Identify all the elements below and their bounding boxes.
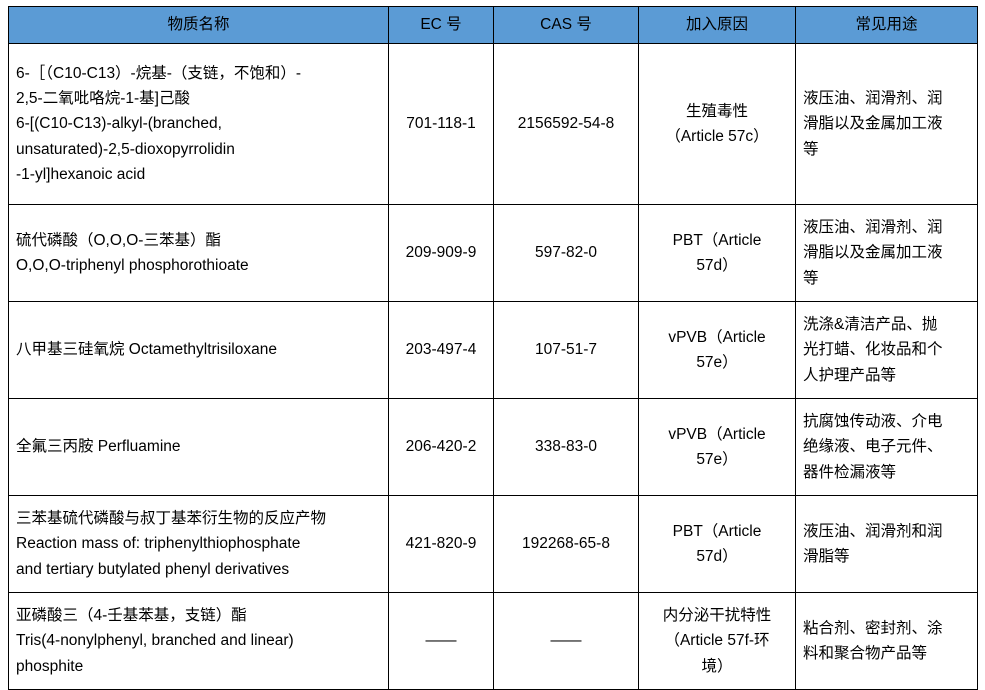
substance-name-line: 6-［（C10-C13）-烷基-（支链，不饱和）-	[16, 65, 302, 83]
use-line: 洗涤&清洁产品、抛	[803, 316, 938, 334]
cell-cas-number: 2156592-54-8	[493, 43, 639, 205]
cell-reason: 内分泌干扰特性 （Article 57f-环 境）	[638, 592, 796, 690]
table-body: 6-［（C10-C13）-烷基-（支链，不饱和）- 2,5-二氧吡咯烷-1-基]…	[8, 43, 978, 690]
substance-name-line: 6-[(C10-C13)-alkyl-(branched,	[16, 115, 222, 133]
cell-substance-name: 八甲基三硅氧烷 Octamethyltrisiloxane	[8, 301, 389, 399]
use-line: 光打蜡、化妆品和个	[803, 341, 943, 359]
use-line: 料和聚合物产品等	[803, 645, 928, 662]
use-line: 等	[803, 140, 819, 158]
column-header-substance-name: 物质名称	[8, 6, 389, 44]
cell-common-uses: 抗腐蚀传动液、介电 绝缘液、电子元件、 器件检漏液等	[795, 398, 978, 496]
substance-name-line: unsaturated)-2,5-dioxopyrrolidin	[16, 140, 235, 158]
cell-common-uses: 液压油、润滑剂和润 滑脂等	[795, 495, 978, 593]
reason-line: 57d）	[696, 548, 738, 565]
cell-substance-name: 亚磷酸三（4-壬基苯基，支链）酯 Tris(4-nonylphenyl, bra…	[8, 592, 389, 690]
table-row: 硫代磷酸（O,O,O-三苯基）酯 O,O,O-triphenyl phospho…	[8, 204, 978, 302]
cell-cas-number: 597-82-0	[493, 204, 639, 302]
cell-substance-name: 硫代磷酸（O,O,O-三苯基）酯 O,O,O-triphenyl phospho…	[8, 204, 389, 302]
cell-reason: 生殖毒性 （Article 57c）	[638, 43, 796, 205]
cell-common-uses: 粘合剂、密封剂、涂 料和聚合物产品等	[795, 592, 978, 690]
cell-common-uses: 洗涤&清洁产品、抛 光打蜡、化妆品和个 人护理产品等	[795, 301, 978, 399]
cell-reason: vPVB（Article 57e）	[638, 398, 796, 496]
cell-reason: PBT（Article 57d）	[638, 495, 796, 593]
cell-ec-number: 701-118-1	[388, 43, 494, 205]
reason-line: PBT（Article	[672, 231, 762, 249]
reason-line: （Article 57f-环	[664, 632, 770, 650]
svhc-substance-table: 物质名称 EC 号 CAS 号 加入原因 常见用途 6-［（C10-C13）-烷…	[8, 6, 978, 690]
cell-common-uses: 液压油、润滑剂、润 滑脂以及金属加工液 等	[795, 43, 978, 205]
empty-value-dash: ——	[425, 632, 457, 650]
table-row: 三苯基硫代磷酸与叔丁基苯衍生物的反应产物 Reaction mass of: t…	[8, 495, 978, 593]
use-line: 绝缘液、电子元件、	[803, 438, 943, 456]
column-header-ec-number: EC 号	[388, 6, 494, 44]
substance-name-line: and tertiary butylated phenyl derivative…	[16, 560, 290, 578]
page-root: 物质名称 EC 号 CAS 号 加入原因 常见用途 6-［（C10-C13）-烷…	[8, 6, 978, 690]
substance-name-line: phosphite	[16, 657, 84, 675]
column-header-cas-number: CAS 号	[493, 6, 639, 44]
use-line: 滑脂以及金属加工液	[803, 115, 943, 133]
empty-value-dash: ——	[550, 632, 582, 650]
cell-substance-name: 三苯基硫代磷酸与叔丁基苯衍生物的反应产物 Reaction mass of: t…	[8, 495, 389, 593]
substance-name-line: 硫代磷酸（O,O,O-三苯基）酯	[16, 231, 221, 249]
cell-reason: PBT（Article 57d）	[638, 204, 796, 302]
use-line: 滑脂等	[803, 548, 850, 565]
column-header-reason: 加入原因	[638, 6, 796, 44]
use-line: 液压油、润滑剂和润	[803, 522, 943, 540]
cell-cas-number: 338-83-0	[493, 398, 639, 496]
cell-ec-number: 421-820-9	[388, 495, 494, 593]
cell-ec-number: 206-420-2	[388, 398, 494, 496]
cell-cas-number: ——	[493, 592, 639, 690]
use-line: 液压油、润滑剂、润	[803, 90, 943, 108]
table-row: 亚磷酸三（4-壬基苯基，支链）酯 Tris(4-nonylphenyl, bra…	[8, 592, 978, 690]
cell-ec-number: ——	[388, 592, 494, 690]
substance-name-line: -1-yl]hexanoic acid	[16, 165, 146, 183]
substance-name-line: 亚磷酸三（4-壬基苯基，支链）酯	[16, 607, 247, 625]
substance-name-line: Tris(4-nonylphenyl, branched and linear)	[16, 632, 294, 650]
reason-line: 57e）	[696, 451, 738, 468]
substance-name-line: 三苯基硫代磷酸与叔丁基苯衍生物的反应产物	[16, 510, 327, 528]
reason-line: vPVB（Article	[668, 425, 766, 443]
cell-common-uses: 液压油、润滑剂、润 滑脂以及金属加工液 等	[795, 204, 978, 302]
cell-substance-name: 6-［（C10-C13）-烷基-（支链，不饱和）- 2,5-二氧吡咯烷-1-基]…	[8, 43, 389, 205]
cell-substance-name: 全氟三丙胺 Perfluamine	[8, 398, 389, 496]
table-row: 全氟三丙胺 Perfluamine 206-420-2 338-83-0 vPV…	[8, 398, 978, 496]
substance-name-line: 全氟三丙胺 Perfluamine	[16, 438, 181, 456]
use-line: 滑脂以及金属加工液	[803, 244, 943, 262]
reason-line: 境）	[701, 657, 733, 675]
reason-line: 内分泌干扰特性	[662, 607, 772, 625]
reason-line: 生殖毒性	[685, 102, 748, 120]
use-line: 器件检漏液等	[803, 463, 897, 481]
reason-line: 57e）	[696, 354, 738, 371]
cell-ec-number: 203-497-4	[388, 301, 494, 399]
reason-line: 57d）	[696, 257, 738, 274]
substance-name-line: 八甲基三硅氧烷 Octamethyltrisiloxane	[16, 341, 277, 359]
reason-line: vPVB（Article	[668, 328, 766, 346]
use-line: 液压油、润滑剂、润	[803, 219, 943, 237]
reason-line: （Article 57c）	[665, 128, 769, 145]
table-row: 6-［（C10-C13）-烷基-（支链，不饱和）- 2,5-二氧吡咯烷-1-基]…	[8, 43, 978, 205]
reason-line: PBT（Article	[672, 522, 762, 540]
table-header: 物质名称 EC 号 CAS 号 加入原因 常见用途	[8, 6, 978, 44]
cell-cas-number: 107-51-7	[493, 301, 639, 399]
table-row: 八甲基三硅氧烷 Octamethyltrisiloxane 203-497-4 …	[8, 301, 978, 399]
substance-name-line: 2,5-二氧吡咯烷-1-基]己酸	[16, 90, 190, 108]
use-line: 人护理产品等	[803, 366, 897, 384]
cell-cas-number: 192268-65-8	[493, 495, 639, 593]
cell-reason: vPVB（Article 57e）	[638, 301, 796, 399]
use-line: 等	[803, 269, 819, 287]
cell-ec-number: 209-909-9	[388, 204, 494, 302]
table-header-row: 物质名称 EC 号 CAS 号 加入原因 常见用途	[8, 6, 978, 44]
use-line: 抗腐蚀传动液、介电	[803, 413, 943, 431]
column-header-common-uses: 常见用途	[795, 6, 978, 44]
use-line: 粘合剂、密封剂、涂	[803, 619, 943, 637]
substance-name-line: O,O,O-triphenyl phosphorothioate	[16, 257, 249, 274]
substance-name-line: Reaction mass of: triphenylthiophosphate	[16, 535, 301, 553]
